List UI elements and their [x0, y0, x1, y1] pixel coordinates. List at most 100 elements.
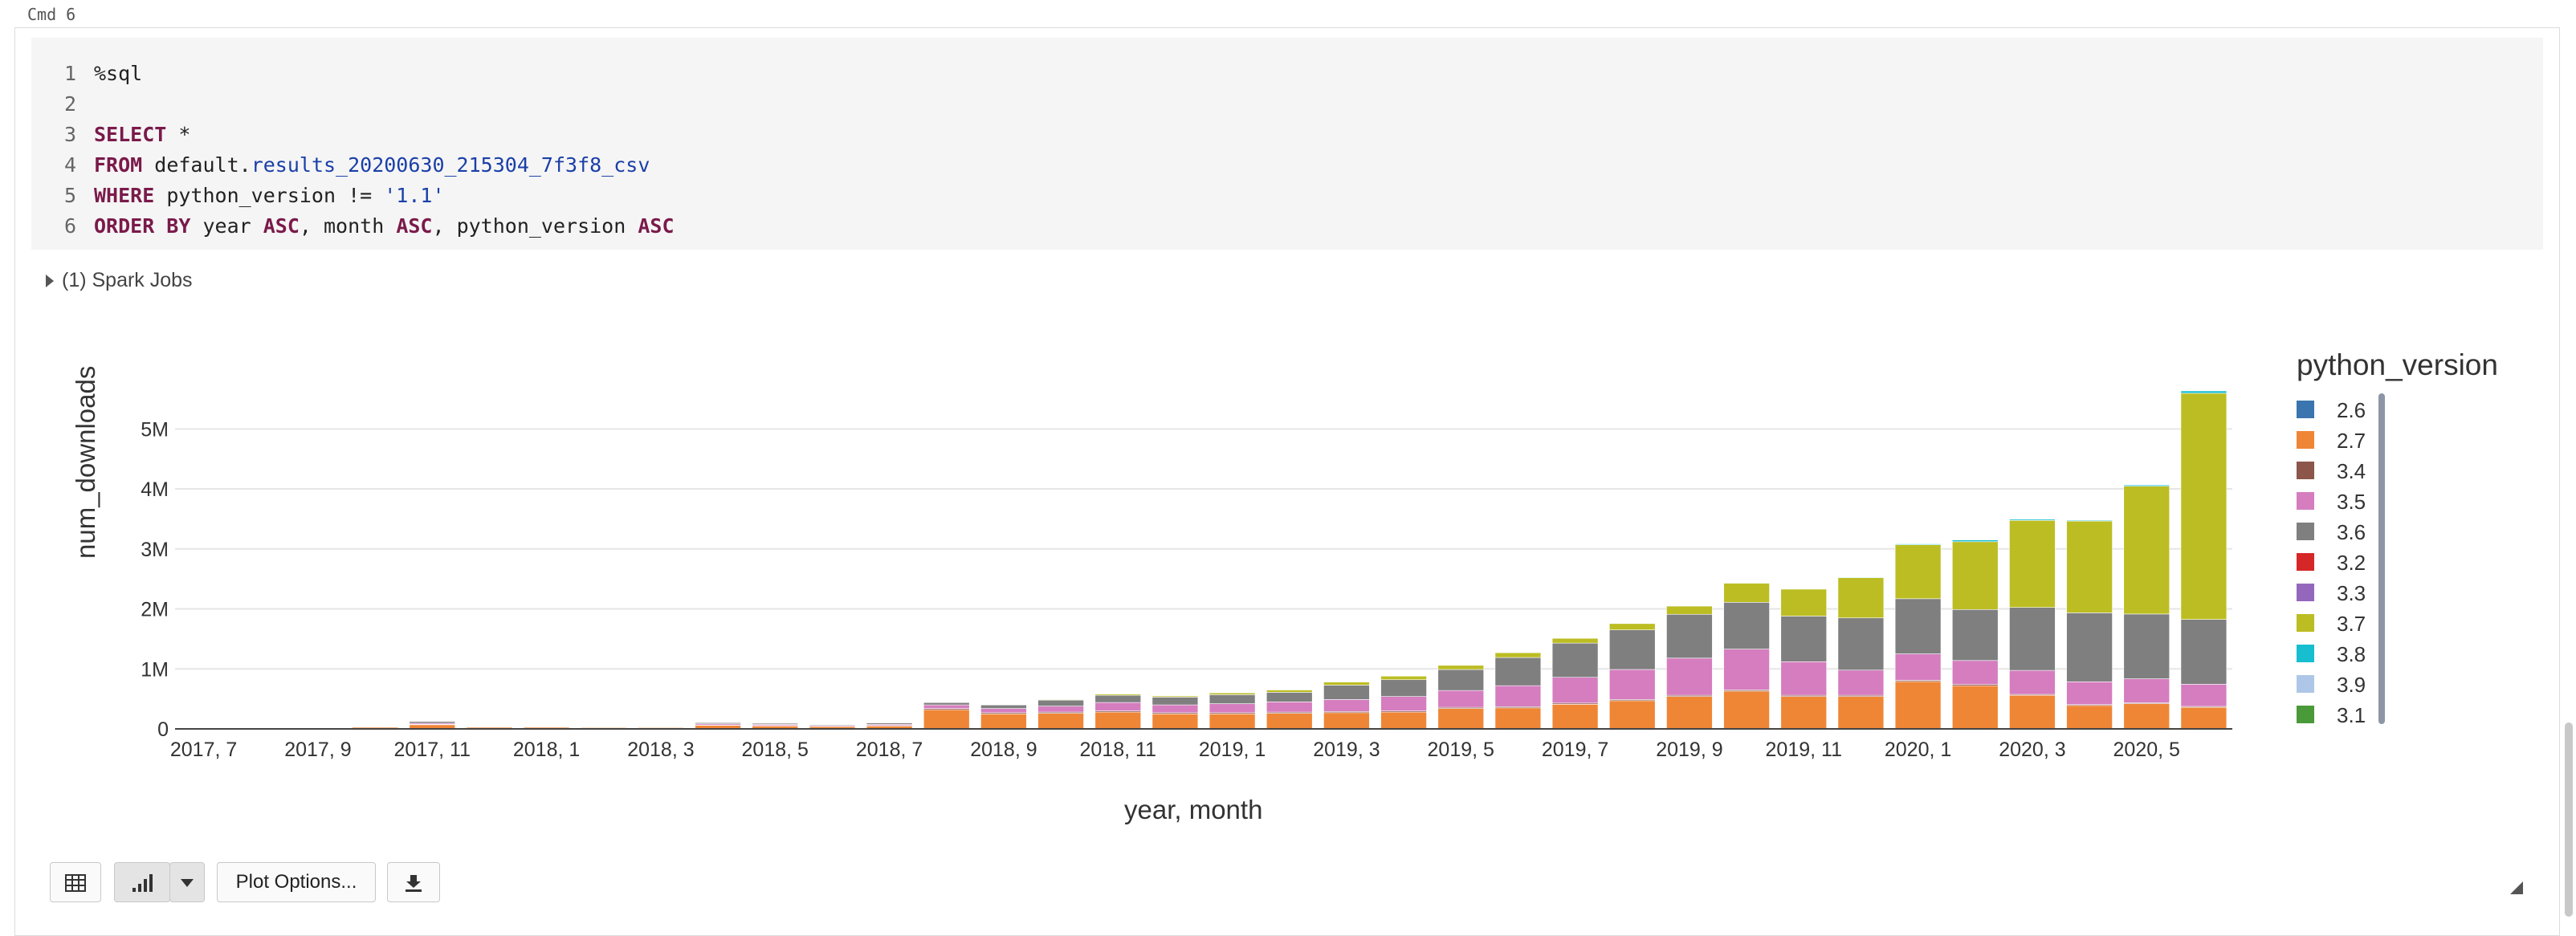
- page-scrollbar[interactable]: [2565, 722, 2573, 917]
- bar-segment-3-7[interactable]: [1837, 577, 1885, 619]
- bar-segment-2-7[interactable]: [2009, 694, 2056, 730]
- bar-segment-3-6[interactable]: [1094, 694, 1142, 703]
- bar-segment-3-7[interactable]: [1551, 637, 1599, 644]
- bar-segment-3-7[interactable]: [1951, 541, 1999, 610]
- bar-segment-3-1[interactable]: [295, 726, 341, 728]
- bar-segment-3-1[interactable]: [1894, 543, 1942, 544]
- code-line[interactable]: 3 SELECT *: [31, 120, 190, 150]
- bar-segment-3-7[interactable]: [2066, 520, 2113, 613]
- bar-segment-3-5[interactable]: [923, 704, 970, 709]
- bar-segment-2-7[interactable]: [1837, 696, 1885, 730]
- plot-options-button[interactable]: Plot Options...: [217, 862, 376, 902]
- bar-segment-3-5[interactable]: [1323, 699, 1370, 712]
- bar-segment-3-1[interactable]: [809, 723, 856, 725]
- bar-segment-3-1[interactable]: [2123, 484, 2170, 486]
- code-line[interactable]: 2: [31, 89, 94, 120]
- bar-segment-3-5[interactable]: [2066, 682, 2113, 706]
- bar-segment-3-1[interactable]: [752, 722, 799, 724]
- bar-segment-2-7[interactable]: [2066, 705, 2113, 730]
- bar-segment-3-1[interactable]: [580, 726, 627, 727]
- bar-segment-3-5[interactable]: [1551, 677, 1599, 704]
- bar-segment-2-7[interactable]: [1723, 690, 1770, 730]
- bar-segment-3-5[interactable]: [1094, 702, 1142, 711]
- bar-segment-3-7[interactable]: [1380, 675, 1427, 681]
- bar-segment-2-7[interactable]: [1094, 711, 1142, 730]
- bar-segment-3-6[interactable]: [1894, 598, 1942, 654]
- bar-segment-3-1[interactable]: [1837, 576, 1885, 578]
- bar-segment-3-6[interactable]: [1666, 613, 1713, 659]
- bar-segment-3-6[interactable]: [2123, 613, 2170, 679]
- bar-segment-2-7[interactable]: [1608, 700, 1656, 730]
- bar-segment-3-6[interactable]: [1151, 697, 1199, 706]
- bar-segment-2-7[interactable]: [1209, 714, 1256, 730]
- bar-segment-2-7[interactable]: [2180, 706, 2228, 730]
- bar-segment-3-6[interactable]: [1494, 657, 1542, 686]
- bar-segment-2-7[interactable]: [1551, 704, 1599, 730]
- code-line[interactable]: 1 %sql: [31, 59, 142, 89]
- bar-segment-3-6[interactable]: [1323, 685, 1370, 700]
- bar-segment-3-5[interactable]: [1494, 685, 1542, 707]
- bar-segment-3-6[interactable]: [980, 704, 1027, 709]
- chart-type-dropdown[interactable]: [169, 862, 205, 902]
- bar-segment-2-7[interactable]: [1494, 707, 1542, 730]
- bar-segment-2-7[interactable]: [1951, 685, 1999, 730]
- bar-segment-3-5[interactable]: [2009, 669, 2056, 695]
- bar-segment-3-7[interactable]: [1780, 588, 1828, 617]
- bar-segment-3-6[interactable]: [1951, 608, 1999, 661]
- bar-segment-2-7[interactable]: [1323, 712, 1370, 730]
- bar-segment-3-1[interactable]: [1151, 694, 1199, 697]
- download-button[interactable]: [387, 862, 440, 902]
- bar-segment-3-6[interactable]: [1837, 617, 1885, 671]
- bar-segment-3-6[interactable]: [1551, 642, 1599, 678]
- code-line[interactable]: 6 ORDER BY year ASC, month ASC, python_ve…: [31, 211, 675, 242]
- bar-segment-3-6[interactable]: [1209, 694, 1256, 704]
- bar-segment-3-5[interactable]: [980, 708, 1027, 714]
- bar-segment-3-1[interactable]: [1780, 588, 1828, 589]
- table-view-button[interactable]: [50, 862, 101, 902]
- bar-segment-3-5[interactable]: [1780, 661, 1828, 696]
- bar-segment-3-1[interactable]: [180, 726, 227, 728]
- bar-segment-3-7[interactable]: [1894, 544, 1942, 600]
- resize-handle-icon[interactable]: [2510, 881, 2523, 894]
- bar-segment-3-5[interactable]: [1151, 704, 1199, 714]
- bar-segment-2-7[interactable]: [923, 709, 970, 730]
- code-editor[interactable]: 1 %sql 2 3 SELECT * 4 FROM default.results_202…: [31, 38, 2543, 250]
- code-line[interactable]: 5 WHERE python_version != '1.1': [31, 181, 445, 211]
- bar-segment-3-5[interactable]: [1380, 696, 1427, 711]
- bar-segment-3-1[interactable]: [2180, 389, 2228, 392]
- bar-segment-3-5[interactable]: [1608, 669, 1656, 700]
- bar-segment-3-7[interactable]: [1608, 623, 1656, 630]
- bar-segment-3-7[interactable]: [1723, 583, 1770, 603]
- bar-segment-3-1[interactable]: [1723, 582, 1770, 584]
- bar-segment-2-7[interactable]: [1151, 714, 1199, 730]
- bar-segment-3-6[interactable]: [1780, 616, 1828, 662]
- bar-segment-2-7[interactable]: [980, 714, 1027, 730]
- bar-segment-2-7[interactable]: [2123, 703, 2170, 730]
- bar-segment-3-6[interactable]: [2009, 607, 2056, 671]
- bar-segment-3-1[interactable]: [1209, 692, 1256, 694]
- bar-segment-3-1[interactable]: [1608, 622, 1656, 624]
- bar-segment-3-8[interactable]: [1951, 539, 1999, 543]
- legend-scrollbar[interactable]: [2378, 393, 2385, 724]
- bar-segment-3-6[interactable]: [1037, 699, 1084, 706]
- bar-segment-3-1[interactable]: [2066, 519, 2113, 521]
- bar-segment-3-5[interactable]: [1266, 702, 1313, 713]
- bar-segment-2-7[interactable]: [1380, 711, 1427, 730]
- bar-segment-3-7[interactable]: [2180, 393, 2228, 620]
- bar-segment-3-7[interactable]: [1494, 652, 1542, 658]
- bar-segment-3-6[interactable]: [923, 702, 970, 706]
- bar-segment-3-6[interactable]: [1608, 629, 1656, 670]
- spark-jobs-toggle[interactable]: (1) Spark Jobs: [46, 269, 193, 292]
- bar-segment-3-5[interactable]: [1037, 706, 1084, 713]
- bar-segment-3-1[interactable]: [1666, 604, 1713, 606]
- bar-segment-2-7[interactable]: [1037, 713, 1084, 730]
- bar-segment-3-7[interactable]: [1666, 605, 1713, 615]
- bar-segment-2-7[interactable]: [1780, 696, 1828, 730]
- bar-segment-3-5[interactable]: [2180, 684, 2228, 707]
- bar-segment-3-7[interactable]: [1437, 665, 1485, 670]
- bar-segment-3-5[interactable]: [2123, 678, 2170, 703]
- bar-segment-3-1[interactable]: [1380, 675, 1427, 677]
- bar-segment-2-7[interactable]: [1266, 713, 1313, 730]
- chart-view-button[interactable]: [114, 862, 170, 902]
- bar-segment-3-5[interactable]: [1951, 660, 1999, 685]
